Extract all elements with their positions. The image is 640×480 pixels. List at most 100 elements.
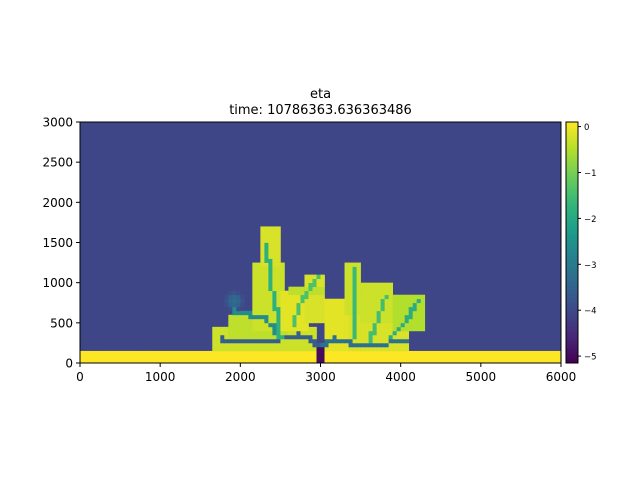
- heatmap-cell: [492, 358, 498, 364]
- heatmap-cell: [236, 342, 241, 348]
- heatmap-cell: [232, 310, 237, 316]
- heatmap-cell: [376, 338, 381, 344]
- heatmap-cell: [368, 298, 373, 304]
- heatmap-cell: [248, 350, 253, 356]
- heatmap-cell: [252, 270, 257, 275]
- heatmap-cell: [328, 302, 333, 308]
- heatmap-cell: [316, 318, 321, 324]
- heatmap-cell: [308, 314, 313, 320]
- heatmap-cell: [288, 310, 293, 316]
- heatmap-cell: [264, 270, 269, 275]
- heatmap-cell: [388, 306, 393, 312]
- heatmap-cell: [352, 298, 357, 304]
- heatmap-cell: [264, 286, 269, 292]
- heatmap-cell: [312, 330, 317, 336]
- heatmap-cell: [352, 334, 357, 340]
- heatmap-cell: [388, 298, 393, 304]
- heatmap-cell: [348, 350, 353, 356]
- heatmap-cell: [544, 354, 550, 360]
- heatmap-cell: [268, 298, 273, 304]
- heatmap-cell: [96, 350, 101, 356]
- colorbar-strip: [566, 158, 578, 161]
- heatmap-cell: [256, 354, 261, 360]
- heatmap-cell: [268, 226, 273, 231]
- heatmap-cell: [408, 314, 414, 320]
- heatmap-cell: [288, 302, 293, 308]
- colorbar-strip: [566, 198, 578, 201]
- heatmap-cell: [536, 350, 542, 356]
- heatmap-cell: [356, 282, 361, 288]
- heatmap-cell: [364, 334, 369, 340]
- heatmap-cell: [220, 330, 225, 336]
- colorbar-strip: [566, 344, 578, 348]
- heatmap-cell: [236, 298, 241, 304]
- heatmap-cell: [272, 294, 277, 300]
- heatmap-cell: [280, 294, 285, 300]
- heatmap-cell: [292, 338, 297, 344]
- heatmap-cell: [188, 350, 193, 356]
- heatmap-cell: [256, 302, 261, 308]
- heatmap-cell: [240, 330, 245, 336]
- heatmap-cell: [260, 338, 265, 344]
- heatmap-cell: [228, 338, 233, 344]
- heatmap-cell: [460, 358, 466, 364]
- heatmap-cell: [396, 358, 402, 364]
- heatmap-cell: [508, 358, 514, 364]
- heatmap-cell: [360, 330, 365, 336]
- heatmap-cell: [352, 270, 357, 275]
- heatmap-cell: [464, 358, 470, 364]
- heatmap-cell: [464, 354, 470, 360]
- heatmap-cell: [312, 338, 317, 344]
- colorbar: 0 −1 −2 −3 −4 −5: [565, 121, 597, 364]
- heatmap-cell: [372, 306, 377, 312]
- heatmap-cell: [240, 338, 245, 344]
- heatmap-cell: [288, 358, 293, 364]
- heatmap-cell: [216, 354, 221, 360]
- heatmap-cell: [316, 294, 321, 300]
- heatmap-cell: [364, 338, 369, 344]
- colorbar-strip: [566, 170, 578, 173]
- heatmap-cell: [400, 310, 406, 316]
- heatmap-cell: [384, 310, 389, 316]
- heatmap-cell: [152, 350, 157, 356]
- colorbar-strip: [566, 156, 578, 159]
- heatmap-cell: [316, 350, 321, 356]
- heatmap-cell: [228, 350, 233, 356]
- heatmap-cell: [364, 322, 369, 328]
- heatmap-cell: [280, 306, 285, 312]
- heatmap-cell: [372, 322, 377, 328]
- heatmap-cell: [368, 358, 373, 364]
- heatmap-cell: [356, 330, 361, 336]
- heatmap-cell: [268, 278, 273, 284]
- heatmap-cell: [112, 358, 117, 364]
- heatmap-cell: [344, 358, 349, 364]
- heatmap-cell: [404, 330, 410, 336]
- heatmap-cell: [376, 322, 381, 328]
- heatmap-cell: [372, 294, 377, 300]
- heatmap-cell: [268, 326, 273, 332]
- heatmap-cell: [436, 350, 442, 356]
- heatmap-cell: [296, 346, 301, 352]
- heatmap-cell: [348, 294, 353, 300]
- heatmap-cell: [128, 358, 133, 364]
- heatmap-cell: [188, 354, 193, 360]
- heatmap-cell: [364, 342, 369, 348]
- colorbar-strip: [566, 134, 578, 137]
- heatmap-cell: [480, 358, 486, 364]
- heatmap-cell: [232, 330, 237, 336]
- heatmap-cell: [364, 318, 369, 324]
- heatmap-cell: [324, 318, 329, 324]
- heatmap-cell: [400, 342, 406, 348]
- heatmap-cell: [272, 322, 277, 328]
- heatmap-cell: [340, 354, 345, 360]
- heatmap-cell: [384, 358, 389, 364]
- heatmap-cell: [260, 258, 265, 263]
- heatmap-cell: [408, 298, 414, 304]
- heatmap-cell: [220, 346, 225, 352]
- heatmap-cell: [300, 318, 305, 324]
- heatmap-cell: [384, 334, 389, 340]
- heatmap-cell: [284, 354, 289, 360]
- colorbar-strip: [566, 126, 578, 129]
- heatmap-cell: [344, 354, 349, 360]
- heatmap-cell: [204, 354, 209, 360]
